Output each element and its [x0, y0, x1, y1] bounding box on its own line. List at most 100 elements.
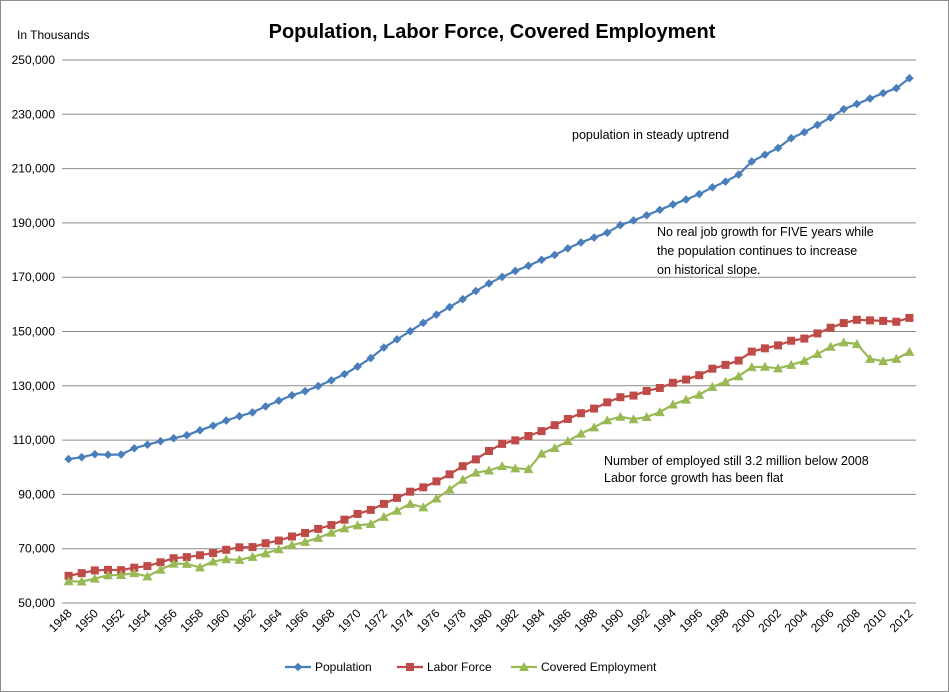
labor-force-point: [616, 393, 625, 402]
labor-force-point: [248, 543, 257, 552]
population-point: [786, 133, 796, 143]
population-point: [366, 353, 376, 363]
population-point: [708, 183, 717, 192]
labor-force-point: [800, 334, 809, 343]
y-tick-label: 190,000: [12, 216, 56, 230]
x-tick-label: 1950: [72, 606, 101, 635]
population-point: [405, 326, 415, 336]
population-point: [208, 421, 218, 431]
legend-swatch-marker: [293, 662, 303, 672]
labor-force-point: [576, 409, 585, 418]
covered-employment-point: [773, 363, 784, 373]
population-point: [116, 450, 126, 459]
legend-item-labor-force: Labor Force: [397, 660, 492, 674]
population-point: [760, 150, 770, 160]
labor-force-point: [892, 317, 901, 326]
labor-force-point: [182, 553, 191, 562]
labor-force-point: [406, 487, 415, 496]
covered-employment-point: [142, 571, 153, 581]
legend-label: Population: [315, 660, 372, 674]
covered-employment-point: [510, 463, 521, 473]
x-tick-label: 1958: [177, 606, 206, 635]
covered-employment-point: [549, 442, 560, 452]
labor-force-point: [130, 563, 139, 572]
x-tick-label: 2010: [860, 606, 889, 635]
covered-employment-point: [234, 554, 245, 564]
population-point: [800, 127, 809, 137]
population-point: [550, 250, 559, 260]
labor-force-point: [668, 378, 677, 387]
covered-employment-point: [720, 376, 731, 386]
covered-employment-point: [523, 464, 534, 474]
chart-title: Population, Labor Force, Covered Employm…: [269, 21, 716, 43]
x-tick-label: 1988: [571, 606, 600, 635]
covered-employment-point: [878, 356, 889, 366]
population-point: [852, 99, 862, 109]
x-tick-label: 1982: [493, 606, 522, 635]
labor-force-point: [222, 545, 231, 554]
x-tick-label: 1996: [677, 606, 706, 635]
labor-force-point: [90, 566, 99, 575]
population-point: [510, 266, 520, 276]
labor-force-point: [511, 436, 520, 445]
x-axis-ticks: 1948195019521954195619581960196219641966…: [46, 606, 916, 635]
population-point: [353, 362, 362, 371]
population-point: [721, 177, 730, 186]
x-tick-label: 1968: [309, 606, 338, 635]
covered-employment-point: [392, 505, 403, 515]
labor-force-point: [498, 439, 507, 448]
labor-force-point: [813, 329, 822, 338]
covered-employment-point: [247, 551, 258, 561]
labor-force-point: [655, 383, 664, 392]
covered-employment-point: [904, 346, 915, 356]
labor-force-point: [879, 316, 888, 325]
covered-employment-point: [891, 353, 902, 363]
labor-force-point: [734, 356, 743, 365]
covered-employment-point: [799, 355, 810, 365]
x-tick-label: 1990: [598, 606, 627, 635]
labor-force-point: [524, 432, 533, 441]
population-point: [905, 73, 914, 83]
labor-force-point: [563, 414, 572, 423]
covered-employment-point: [694, 389, 705, 399]
x-tick-label: 1984: [519, 606, 548, 635]
covered-employment-point: [300, 536, 311, 546]
labor-force-point: [156, 558, 165, 567]
y-axis-ticks: 50,000 70,000 90,000 110,000 130,000 150,000 1…: [12, 53, 56, 610]
series-population: [64, 73, 914, 464]
covered-employment-point: [339, 523, 350, 533]
population-point: [261, 402, 270, 411]
covered-employment-point: [444, 484, 455, 494]
labor-force-point: [708, 364, 717, 373]
labor-force-point: [537, 427, 546, 436]
x-tick-label: 2006: [808, 606, 837, 635]
covered-employment-point: [825, 341, 836, 351]
legend-label: Labor Force: [427, 660, 492, 674]
x-tick-label: 2004: [782, 606, 811, 635]
x-tick-label: 1976: [414, 606, 443, 635]
population-point: [563, 244, 573, 253]
x-tick-label: 2002: [755, 606, 784, 635]
population-point: [655, 205, 665, 215]
population-point: [576, 238, 586, 247]
labor-force-point: [852, 315, 861, 324]
covered-employment-point: [129, 568, 140, 578]
labor-force-point: [445, 470, 454, 479]
population-point: [734, 170, 743, 179]
covered-employment-point: [681, 394, 692, 404]
annotation-employment: Number of employed still 3.2 million bel…: [604, 454, 869, 485]
labor-force-point: [393, 493, 402, 502]
covered-employment-point: [63, 576, 74, 586]
x-tick-label: 1972: [361, 606, 390, 635]
labor-force-point: [550, 421, 559, 430]
labor-force-point: [261, 539, 270, 548]
x-tick-label: 2008: [834, 606, 863, 635]
covered-employment-point: [536, 448, 547, 458]
annotation-population: population in steady uptrend: [572, 128, 729, 142]
covered-employment-point: [641, 412, 652, 422]
x-tick-label: 1956: [151, 606, 180, 635]
population-point: [327, 376, 336, 385]
x-tick-label: 1980: [466, 606, 495, 635]
